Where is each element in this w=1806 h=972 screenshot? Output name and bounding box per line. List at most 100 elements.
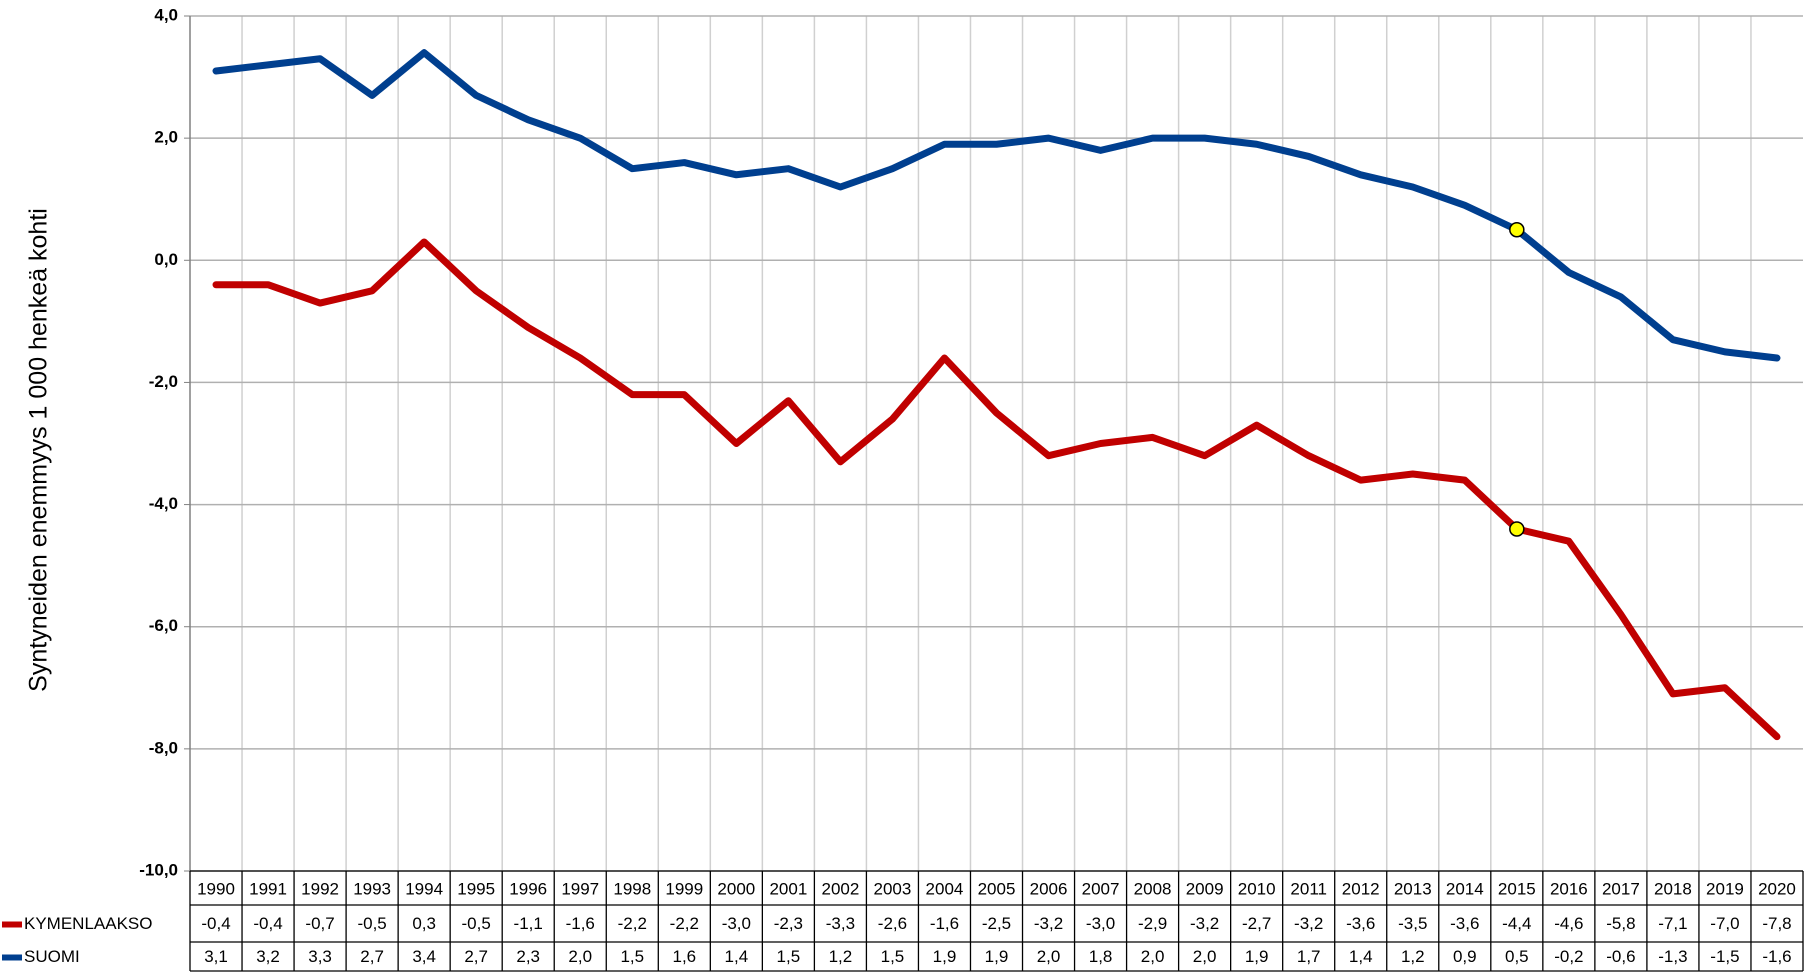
- table-value: -0,4: [201, 914, 230, 933]
- table-value: 0,9: [1453, 947, 1477, 966]
- x-tick-label: 2001: [769, 879, 807, 898]
- table-value: 2,0: [568, 947, 592, 966]
- x-tick-label: 2007: [1082, 879, 1120, 898]
- table-value: 2,0: [1037, 947, 1061, 966]
- table-value: -4,4: [1502, 914, 1531, 933]
- table-value: -1,6: [566, 914, 595, 933]
- table-value: -4,6: [1554, 914, 1583, 933]
- table-value: -1,6: [1762, 947, 1791, 966]
- x-tick-label: 2002: [821, 879, 859, 898]
- y-tick-label: 2,0: [154, 128, 178, 147]
- table-value: 1,9: [985, 947, 1009, 966]
- table-value: -2,2: [618, 914, 647, 933]
- x-tick-label: 2000: [717, 879, 755, 898]
- x-tick-label: 2018: [1654, 879, 1692, 898]
- x-tick-label: 2003: [874, 879, 912, 898]
- y-tick-label: 0,0: [154, 250, 178, 269]
- x-tick-label: 1997: [561, 879, 599, 898]
- table-value: 1,5: [881, 947, 905, 966]
- table-value: 1,5: [620, 947, 644, 966]
- table-value: 1,6: [672, 947, 696, 966]
- table-value: -0,5: [357, 914, 386, 933]
- table-value: 3,2: [256, 947, 280, 966]
- y-tick-label: -4,0: [149, 494, 178, 513]
- legend-label: SUOMI: [24, 947, 80, 966]
- table-value: -0,4: [253, 914, 282, 933]
- table-value: -5,8: [1606, 914, 1635, 933]
- table-value: -3,6: [1346, 914, 1375, 933]
- x-tick-label: 2015: [1498, 879, 1536, 898]
- table-value: 2,0: [1141, 947, 1165, 966]
- x-tick-label: 1993: [353, 879, 391, 898]
- table-value: 0,5: [1505, 947, 1529, 966]
- table-value: -3,3: [826, 914, 855, 933]
- table-value: -2,5: [982, 914, 1011, 933]
- table-value: -7,8: [1762, 914, 1791, 933]
- table-value: 3,3: [308, 947, 332, 966]
- y-tick-label: 4,0: [154, 5, 178, 24]
- table-value: -1,3: [1658, 947, 1687, 966]
- table-value: -2,9: [1138, 914, 1167, 933]
- table-value: -3,2: [1190, 914, 1219, 933]
- x-tick-label: 1999: [665, 879, 703, 898]
- x-tick-label: 1996: [509, 879, 547, 898]
- x-tick-label: 2011: [1290, 879, 1327, 898]
- table-value: 2,7: [360, 947, 384, 966]
- table-value: -0,5: [462, 914, 491, 933]
- table-value: 2,0: [1193, 947, 1217, 966]
- table-value: -2,7: [1242, 914, 1271, 933]
- table-value: 1,9: [1245, 947, 1269, 966]
- table-value: -1,1: [514, 914, 543, 933]
- x-tick-label: 2012: [1342, 879, 1380, 898]
- x-tick-label: 1998: [613, 879, 651, 898]
- table-value: -3,0: [1086, 914, 1115, 933]
- y-tick-label: -8,0: [149, 738, 178, 757]
- x-tick-label: 2020: [1758, 879, 1796, 898]
- legend-label: KYMENLAAKSO: [24, 914, 153, 933]
- table-value: -3,0: [722, 914, 751, 933]
- x-tick-label: 2019: [1706, 879, 1744, 898]
- table-value: -3,2: [1034, 914, 1063, 933]
- x-tick-label: 2016: [1550, 879, 1588, 898]
- x-tick-label: 1995: [457, 879, 495, 898]
- table-value: -2,2: [670, 914, 699, 933]
- x-tick-label: 1992: [301, 879, 339, 898]
- table-value: 1,9: [933, 947, 957, 966]
- y-axis-label: Syntyneiden enemmyys 1 000 henkeä kohti: [25, 208, 53, 692]
- x-tick-label: 2014: [1446, 879, 1484, 898]
- table-value: 2,3: [516, 947, 540, 966]
- table-value: 2,7: [464, 947, 488, 966]
- x-tick-label: 2005: [978, 879, 1016, 898]
- x-tick-label: 1994: [405, 879, 443, 898]
- table-value: 1,5: [777, 947, 801, 966]
- highlight-marker: [1509, 222, 1525, 238]
- table-value: -1,6: [930, 914, 959, 933]
- table-value: -0,7: [305, 914, 334, 933]
- table-value: -1,5: [1710, 947, 1739, 966]
- table-value: 1,2: [1401, 947, 1425, 966]
- x-tick-label: 2009: [1186, 879, 1224, 898]
- highlight-marker: [1509, 521, 1525, 537]
- table-value: 3,4: [412, 947, 436, 966]
- table-value: -7,0: [1710, 914, 1739, 933]
- table-value: 3,1: [204, 947, 228, 966]
- x-tick-label: 2004: [926, 879, 964, 898]
- table-value: 1,4: [725, 947, 749, 966]
- table-value: -3,2: [1294, 914, 1323, 933]
- table-value: -3,6: [1450, 914, 1479, 933]
- table-value: -3,5: [1398, 914, 1427, 933]
- y-tick-label: -6,0: [149, 616, 178, 635]
- table-value: -2,6: [878, 914, 907, 933]
- table-value: -0,2: [1554, 947, 1583, 966]
- x-tick-label: 1991: [249, 879, 287, 898]
- table-value: 1,2: [829, 947, 853, 966]
- table-value: 0,3: [412, 914, 436, 933]
- table-value: 1,7: [1297, 947, 1321, 966]
- x-tick-label: 2010: [1238, 879, 1276, 898]
- x-tick-label: 2008: [1134, 879, 1172, 898]
- y-tick-label: -10,0: [139, 860, 178, 879]
- table-value: -7,1: [1658, 914, 1687, 933]
- y-tick-label: -2,0: [149, 372, 178, 391]
- table-value: 1,8: [1089, 947, 1113, 966]
